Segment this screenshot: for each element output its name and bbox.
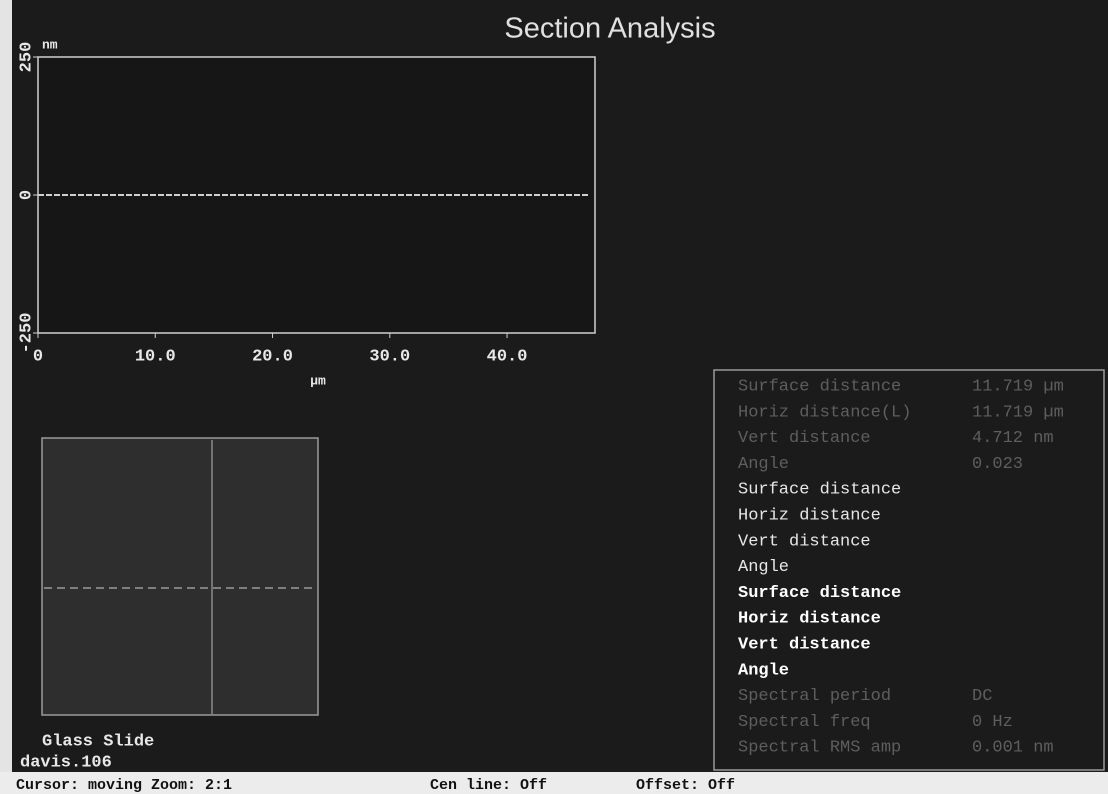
readout-label: Vert distance (738, 532, 871, 551)
x-tick-label: 10.0 (135, 347, 176, 366)
image-panel (42, 438, 318, 715)
x-tick-label: 30.0 (369, 347, 410, 366)
image-label: Glass Slide (42, 732, 154, 751)
readout-label: Spectral RMS amp (738, 739, 901, 758)
file-name: davis.106 (20, 753, 112, 772)
readout-label: Angle (738, 558, 789, 577)
readout-value: 11.719 µm (972, 377, 1064, 396)
screen: Section Analysis nm µm Glass Slide davis… (0, 0, 1108, 794)
x-tick-label: 40.0 (487, 347, 528, 366)
x-tick-label: 0 (33, 347, 43, 366)
readout-label: Vert distance (738, 635, 871, 654)
x-tick-label: 20.0 (252, 347, 293, 366)
readout-value: 0.023 (972, 455, 1023, 474)
status-text: Cursor: moving Zoom: 2:1 (16, 777, 232, 794)
readout-label: Horiz distance (738, 610, 881, 629)
readout-value: 0.001 nm (972, 739, 1054, 758)
title: Section Analysis (504, 13, 715, 45)
readout-label: Horiz distance (738, 506, 881, 525)
readout-label: Surface distance (738, 377, 901, 396)
readout-label: Surface distance (738, 481, 901, 500)
readout-value: 11.719 µm (972, 403, 1064, 422)
readout-label: Vert distance (738, 429, 871, 448)
readout-label: Horiz distance(L) (738, 403, 911, 422)
y-unit: nm (42, 37, 58, 52)
readout-label: Surface distance (738, 584, 901, 603)
x-axis-label: µm (310, 373, 326, 388)
readout-label: Angle (738, 661, 789, 680)
readout-label: Spectral period (738, 687, 891, 706)
readout-value: 0 Hz (972, 713, 1013, 732)
readout-value: DC (972, 687, 992, 706)
readout-label: Angle (738, 455, 789, 474)
status-text: Offset: Off (636, 777, 735, 794)
readout-label: Spectral freq (738, 713, 871, 732)
readout-value: 4.712 nm (972, 429, 1054, 448)
status-text: Cen line: Off (430, 777, 547, 794)
